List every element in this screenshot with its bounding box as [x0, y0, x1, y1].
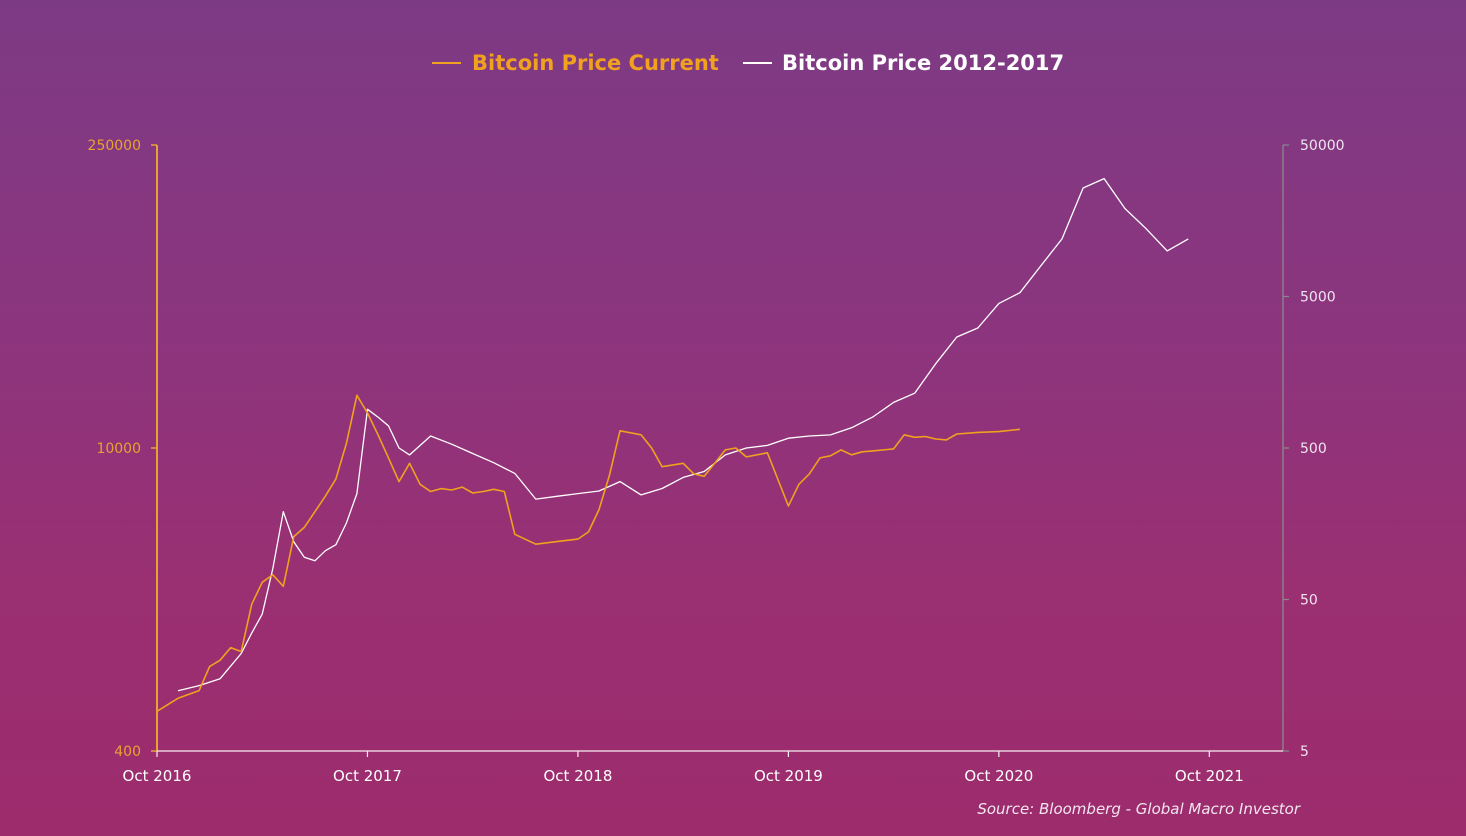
- right-tick-label: 5: [1300, 744, 1309, 760]
- series-line-historical: [177, 177, 1189, 692]
- left-axis-ticks: 250000 10000 400: [88, 138, 157, 760]
- x-tick-label: Oct 2016: [123, 767, 192, 785]
- left-tick-label: 400: [114, 744, 141, 760]
- x-axis-ticks: Oct 2016 Oct 2017 Oct 2018 Oct 2019 Oct 2020…: [123, 751, 1244, 785]
- right-tick-label: 50: [1300, 593, 1318, 609]
- x-tick-label: Oct 2018: [543, 767, 612, 785]
- x-tick-label: Oct 2020: [964, 767, 1033, 785]
- source-note: Source: Bloomberg - Global Macro Investo…: [977, 800, 1301, 818]
- right-tick-label: 500: [1300, 441, 1327, 457]
- legend-label-current: Bitcoin Price Current: [472, 51, 719, 75]
- left-tick-label: 10000: [96, 441, 141, 457]
- legend: Bitcoin Price Current Bitcoin Price 2012…: [432, 51, 1064, 75]
- x-tick-label: Oct 2019: [754, 767, 823, 785]
- left-tick-label: 250000: [88, 138, 141, 154]
- series-line-current: [156, 394, 1020, 712]
- x-tick-label: Oct 2021: [1175, 767, 1244, 785]
- right-tick-label: 50000: [1300, 138, 1345, 154]
- x-tick-label: Oct 2017: [333, 767, 402, 785]
- right-tick-label: 5000: [1300, 290, 1336, 306]
- legend-label-historical: Bitcoin Price 2012-2017: [782, 51, 1064, 75]
- right-axis-ticks: 50000 5000 500 50 5: [1283, 138, 1345, 760]
